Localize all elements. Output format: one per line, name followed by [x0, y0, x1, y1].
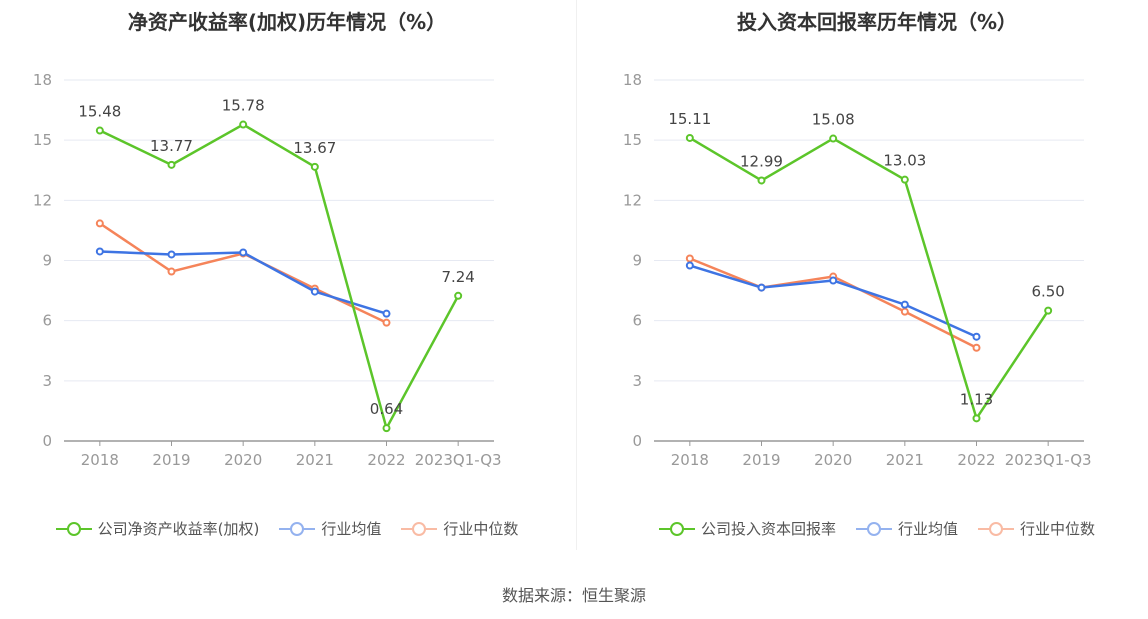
legend-item[interactable]: 公司净资产收益率(加权) — [55, 518, 260, 539]
data-label: 15.08 — [812, 111, 855, 129]
data-point — [239, 120, 248, 129]
data-point — [382, 309, 391, 318]
data-point — [900, 175, 909, 184]
data-point — [95, 247, 104, 256]
data-point — [167, 160, 176, 169]
data-point — [167, 267, 176, 276]
y-tick-label: 15 — [33, 131, 52, 149]
x-tick-label: 2020 — [224, 451, 262, 469]
chart-legend: 公司净资产收益率(加权) 行业均值 行业中位数 — [0, 518, 574, 539]
y-tick-label: 18 — [33, 71, 52, 89]
y-tick-label: 15 — [623, 131, 642, 149]
data-point — [95, 219, 104, 228]
data-point — [900, 300, 909, 309]
data-label: 12.99 — [740, 152, 783, 170]
legend-label: 行业中位数 — [1020, 520, 1096, 538]
x-tick-label: 2021 — [886, 451, 924, 469]
roic-chart: 0 3 6 9 12 15 18 2018 2019 2020 2021 2022 2023Q1-Q3 1… — [623, 71, 1092, 469]
roic-chart-panel: 投入资本回报率历年情况（%） 0 3 6 9 12 15 18 2018 2019 2020 202… — [590, 0, 1148, 560]
data-label: 13.67 — [293, 139, 336, 157]
legend-marker-icon — [55, 521, 92, 536]
data-label: 6.50 — [1031, 283, 1064, 301]
data-label: 7.24 — [441, 268, 474, 286]
y-tick-label: 6 — [632, 312, 642, 330]
chart-title: 投入资本回报率历年情况（%） — [736, 10, 1018, 34]
data-point — [972, 414, 981, 423]
x-tick-label: 2023Q1-Q3 — [415, 451, 502, 469]
x-tick-label: 2018 — [81, 451, 119, 469]
legend-label: 公司净资产收益率(加权) — [97, 520, 260, 538]
data-point — [972, 343, 981, 352]
legend-marker-icon — [658, 521, 695, 536]
legend-item[interactable]: 公司投入资本回报率 — [658, 518, 836, 539]
data-point — [310, 162, 319, 171]
x-tick-label: 2023Q1-Q3 — [1005, 451, 1092, 469]
data-point — [95, 126, 104, 135]
legend-label: 行业均值 — [897, 520, 958, 538]
x-tick-label: 2021 — [296, 451, 334, 469]
legend-label: 公司投入资本回报率 — [700, 520, 836, 538]
x-tick-label: 2018 — [671, 451, 709, 469]
data-point — [310, 287, 319, 296]
x-tick-label: 2020 — [814, 451, 852, 469]
y-tick-label: 18 — [623, 71, 642, 89]
legend-marker-icon — [855, 521, 892, 536]
data-point — [685, 133, 694, 142]
data-point — [454, 291, 463, 300]
y-tick-label: 0 — [42, 432, 52, 450]
y-tick-label: 9 — [42, 252, 52, 270]
chart-legend: 公司投入资本回报率 行业均值 行业中位数 — [590, 518, 1148, 539]
data-label: 15.11 — [668, 110, 711, 128]
series-line-0 — [99, 123, 460, 432]
data-point — [829, 134, 838, 143]
legend-label: 行业均值 — [321, 520, 382, 538]
x-tick-label: 2022 — [957, 451, 995, 469]
y-tick-label: 6 — [42, 312, 52, 330]
data-label: 1.13 — [960, 390, 993, 408]
y-tick-label: 12 — [33, 191, 52, 209]
data-point — [685, 254, 694, 263]
chart-title: 净资产收益率(加权)历年情况（%） — [127, 10, 447, 34]
x-tick-label: 2022 — [367, 451, 405, 469]
data-point — [239, 248, 248, 257]
y-tick-label: 9 — [632, 252, 642, 270]
data-label: 0.64 — [370, 400, 403, 418]
data-point — [900, 307, 909, 316]
data-point — [757, 176, 766, 185]
data-label: 15.48 — [78, 103, 121, 121]
data-point — [972, 332, 981, 341]
y-tick-label: 12 — [623, 191, 642, 209]
roe-chart: 0 3 6 9 12 15 18 2018 2019 2020 2021 2022 2023Q1-Q3 1… — [33, 71, 502, 469]
data-source: 数据来源：恒生聚源 — [501, 586, 646, 605]
roe-chart-panel: 净资产收益率(加权)历年情况（%） 0 3 6 9 12 15 18 2018 2019 2020… — [0, 0, 574, 560]
data-point — [382, 424, 391, 433]
data-label: 13.77 — [150, 137, 193, 155]
data-point — [1044, 306, 1053, 315]
data-label: 15.78 — [222, 97, 265, 115]
legend-item[interactable]: 行业均值 — [855, 518, 958, 539]
legend-marker-icon — [978, 521, 1014, 536]
data-point — [757, 283, 766, 292]
data-label: 13.03 — [883, 152, 926, 170]
x-tick-label: 2019 — [742, 451, 780, 469]
data-point — [167, 250, 176, 259]
y-tick-label: 3 — [632, 372, 642, 390]
y-tick-label: 0 — [632, 432, 642, 450]
legend-label: 行业中位数 — [443, 520, 519, 538]
legend-marker-icon — [401, 521, 438, 536]
legend-item[interactable]: 行业中位数 — [401, 518, 518, 539]
data-point — [382, 318, 391, 327]
data-point — [685, 261, 694, 270]
data-point — [829, 276, 838, 285]
legend-item[interactable]: 行业中位数 — [978, 518, 1095, 539]
legend-marker-icon — [279, 521, 316, 536]
x-tick-label: 2019 — [152, 451, 190, 469]
series-line-0 — [689, 136, 1050, 422]
divider — [576, 0, 577, 550]
legend-item[interactable]: 行业均值 — [279, 518, 381, 539]
y-tick-label: 3 — [42, 372, 52, 390]
